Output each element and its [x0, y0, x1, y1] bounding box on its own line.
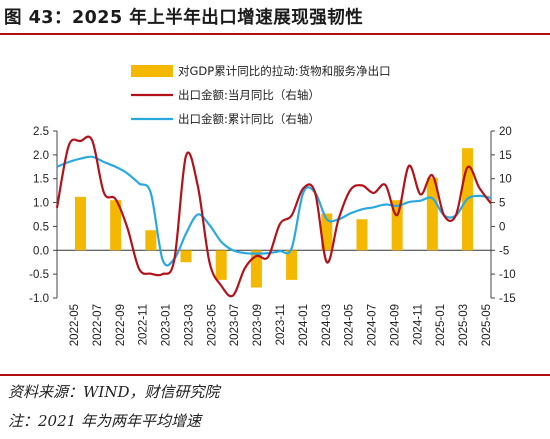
left-tick-label: 0.5 — [33, 221, 49, 233]
bar — [321, 213, 333, 251]
x-tick-label: 2023-11 — [275, 304, 287, 345]
left-tick-label: 2.0 — [33, 150, 49, 162]
left-tick-label: 1.0 — [33, 198, 49, 210]
x-tick-label: 2024-07 — [367, 304, 379, 346]
monthly-yoy-line — [55, 135, 492, 298]
left-tick-label: -0.5 — [29, 269, 49, 281]
source-note: 资料来源：WIND，财信研究院 — [8, 383, 220, 401]
line-series — [55, 135, 492, 298]
x-tick-label: 2023-01 — [161, 304, 173, 346]
bar — [356, 219, 368, 251]
bar — [145, 230, 157, 251]
bar — [391, 200, 403, 251]
x-tick-label: 2024-01 — [298, 304, 310, 346]
legend-label: 出口金额:累计同比（右轴） — [178, 112, 320, 126]
x-tick-label: 2023-07 — [229, 304, 241, 346]
x-tick-label: 2024-03 — [321, 304, 333, 346]
x-tick-label: 2023-05 — [206, 304, 218, 346]
right-tick-label: 20 — [499, 126, 512, 138]
bar — [215, 250, 227, 280]
chart-axes — [56, 131, 492, 298]
bar — [250, 250, 262, 288]
x-tick-label: 2024-05 — [344, 304, 356, 346]
bar — [286, 250, 298, 280]
right-tick-label: -5 — [499, 245, 509, 257]
x-tick-label: 2022-09 — [115, 304, 127, 346]
x-tick-label: 2024-11 — [412, 304, 424, 345]
x-tick-label: 2025-01 — [435, 304, 447, 346]
x-tick-label: 2025-03 — [458, 304, 470, 346]
x-tick-label: 2022-11 — [138, 304, 150, 345]
x-tick-label: 2023-09 — [252, 304, 264, 346]
bar — [426, 177, 438, 251]
right-tick-label: 15 — [499, 150, 512, 162]
footnote: 注：2021 年为两年平均增速 — [8, 412, 201, 430]
x-tick-label: 2024-09 — [389, 304, 401, 346]
right-tick-label: -10 — [499, 269, 516, 281]
x-tick-label: 2022-07 — [92, 304, 104, 346]
left-tick-label: 0.0 — [33, 245, 49, 257]
x-tick-label: 2023-03 — [183, 304, 195, 346]
x-tick-label: 2022-05 — [69, 304, 81, 346]
title-divider — [0, 33, 550, 35]
left-tick-label: -1.0 — [29, 293, 49, 305]
bar-series — [74, 148, 474, 288]
right-tick-label: 0 — [499, 221, 505, 233]
bar — [110, 200, 122, 251]
bar — [74, 196, 86, 251]
legend-swatch-bar — [131, 65, 173, 77]
tick-labels: 2.5 2.0 1.5 1.0 0.5 0.0 -0.5 -1.0 20 15 10 5 0 -5 -10 -… — [29, 126, 515, 346]
right-tick-label: 10 — [499, 174, 512, 186]
right-tick-label: -15 — [499, 293, 516, 305]
right-tick-label: 5 — [499, 198, 505, 210]
left-tick-label: 2.5 — [33, 126, 49, 138]
legend-label: 出口金额:当月同比（右轴） — [178, 88, 320, 102]
footer-divider — [0, 374, 550, 376]
cumulative-yoy-line — [56, 155, 492, 267]
left-tick-label: 1.5 — [33, 174, 49, 186]
x-tick-label: 2025-05 — [481, 304, 493, 346]
page-title: 图 43：2025 年上半年出口增速展现强韧性 — [4, 8, 364, 28]
bar — [180, 250, 192, 263]
legend-label: 对GDP累计同比的拉动:货物和服务净出口 — [178, 64, 391, 78]
